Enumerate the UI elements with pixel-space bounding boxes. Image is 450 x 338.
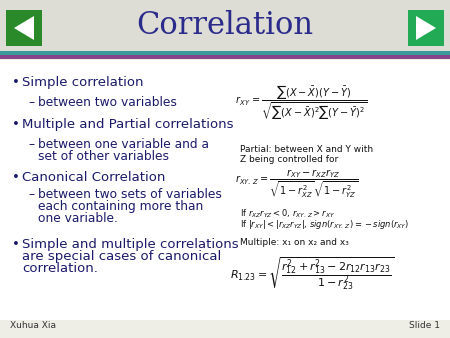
Bar — [0, 55, 450, 59]
Bar — [6, 10, 42, 46]
Text: Simple and multiple correlations: Simple and multiple correlations — [22, 238, 239, 251]
Text: are special cases of canonical: are special cases of canonical — [22, 250, 221, 263]
Bar — [408, 10, 444, 46]
Text: between one variable and a: between one variable and a — [38, 138, 209, 151]
Text: –: – — [28, 188, 34, 201]
Text: Canonical Correlation: Canonical Correlation — [22, 171, 166, 184]
Text: Correlation: Correlation — [136, 10, 314, 42]
Text: If $|r_{XY}| < |r_{XZ}r_{YZ}|$, $sign(r_{XY.\,Z}) = -sign(r_{XY})$: If $|r_{XY}| < |r_{XZ}r_{YZ}|$, $sign(r_… — [240, 218, 410, 231]
Text: •: • — [12, 76, 20, 89]
Text: If $r_{XZ}r_{YZ} < 0$, $r_{XY.\,Z} > r_{XY}$: If $r_{XZ}r_{YZ} < 0$, $r_{XY.\,Z} > r_{… — [240, 208, 335, 220]
Bar — [0, 51, 450, 55]
Text: •: • — [12, 118, 20, 131]
Text: between two sets of variables: between two sets of variables — [38, 188, 222, 201]
Text: •: • — [12, 171, 20, 184]
Text: Multiple and Partial correlations: Multiple and Partial correlations — [22, 118, 234, 131]
Text: one variable.: one variable. — [38, 212, 118, 225]
Text: –: – — [28, 138, 34, 151]
Text: Xuhua Xia: Xuhua Xia — [10, 321, 56, 330]
Text: between two variables: between two variables — [38, 96, 177, 109]
Text: correlation.: correlation. — [22, 262, 98, 275]
Text: Partial: between X and Y with: Partial: between X and Y with — [240, 145, 373, 154]
Text: –: – — [28, 96, 34, 109]
Text: Z being controlled for: Z being controlled for — [240, 155, 338, 164]
Text: Slide 1: Slide 1 — [409, 321, 440, 330]
Text: $r_{XY.\,Z} = \dfrac{r_{XY} - r_{XZ}r_{YZ}}{\sqrt{1-r_{XZ}^2}\,\sqrt{1-r_{YZ}^2}: $r_{XY.\,Z} = \dfrac{r_{XY} - r_{XZ}r_{Y… — [235, 168, 358, 200]
Text: set of other variables: set of other variables — [38, 150, 169, 163]
Polygon shape — [14, 16, 34, 40]
Bar — [0, 0, 450, 52]
Polygon shape — [416, 16, 436, 40]
Text: Multiple: x₁ on x₂ and x₃: Multiple: x₁ on x₂ and x₃ — [240, 238, 349, 247]
Text: $r_{X\,Y} = \dfrac{\sum(X-\bar{X})(Y-\bar{Y})}{\sqrt{\sum(X-\bar{X})^2\sum(Y-\ba: $r_{X\,Y} = \dfrac{\sum(X-\bar{X})(Y-\ba… — [235, 83, 367, 122]
Text: each containing more than: each containing more than — [38, 200, 203, 213]
Text: $R_{1.23} = \sqrt{\dfrac{r_{12}^2 + r_{13}^2 - 2r_{12}r_{13}r_{23}}{1 - r_{23}^2: $R_{1.23} = \sqrt{\dfrac{r_{12}^2 + r_{1… — [230, 255, 394, 292]
Text: •: • — [12, 238, 20, 251]
Text: Simple correlation: Simple correlation — [22, 76, 144, 89]
Bar — [0, 60, 450, 320]
